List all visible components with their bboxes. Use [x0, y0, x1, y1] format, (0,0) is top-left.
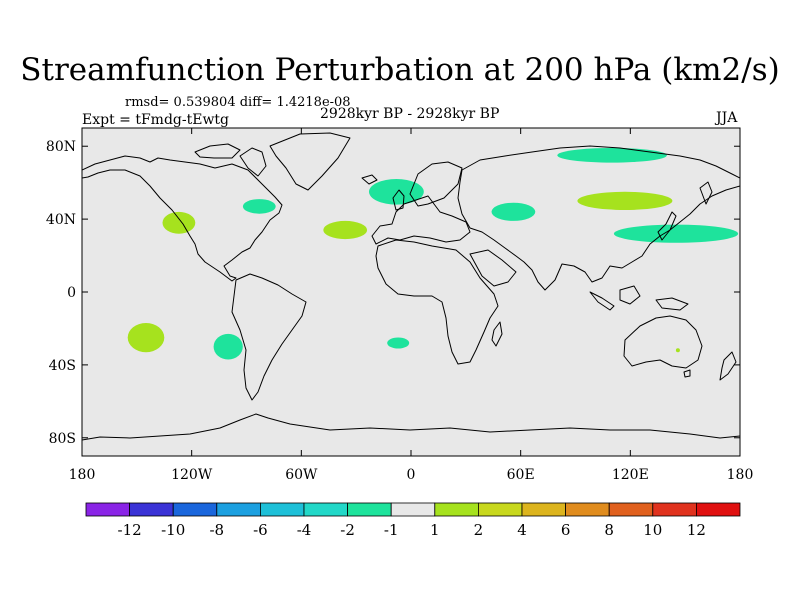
coast-borneo [619, 285, 641, 305]
anomaly-east-asia-nw-pacific [613, 224, 739, 243]
coast-iceland [361, 174, 378, 185]
map-title: Streamfunction Perturbation at 200 hPa (… [20, 52, 780, 88]
colorbar-swatch [347, 502, 392, 517]
coast-japan [657, 211, 677, 241]
anomaly-caspian-central-asia [491, 202, 536, 221]
colorbar-label: -10 [161, 521, 185, 539]
colorbar: -12 -10 -8 -6 -4 -2 -1 1 2 4 6 8 10 12 [85, 502, 741, 539]
colorbar-swatch [303, 502, 348, 517]
colorbar-swatch [521, 502, 566, 517]
colorbar-label: -1 [384, 521, 399, 539]
coast-scandinavia [409, 161, 463, 207]
colorbar-swatch [608, 502, 654, 517]
coast-madagascar [491, 321, 503, 347]
anomaly-layer [127, 148, 739, 360]
coast-australia [623, 315, 703, 369]
coast-britain [392, 189, 405, 211]
axes: 80N 40N 0 40S 80S 180 120W 60W 0 60E 120E 180 [46, 128, 753, 483]
coast-tasmania [683, 369, 691, 378]
anomaly-south-atlantic [387, 337, 410, 349]
coast-arctic-islands [194, 143, 241, 159]
colorbar-label: 1 [430, 521, 440, 539]
colorbar-label: 2 [474, 521, 484, 539]
colorbar-swatch [696, 502, 741, 517]
coastlines [82, 132, 740, 441]
x-tick-label: 180 [69, 467, 96, 483]
coast-new-guinea [655, 297, 689, 311]
coast-sumatra [589, 291, 615, 311]
colorbar-label: 12 [687, 521, 706, 539]
colorbar-swatch [477, 502, 523, 517]
anomaly-mongolia-ne-china [577, 191, 673, 210]
colorbar-swatch [85, 502, 130, 517]
anomaly-southern-pacific [127, 323, 165, 353]
anomaly-arctic-siberia [557, 148, 667, 163]
x-tick-label: 120W [171, 467, 213, 483]
colorbar-label: -4 [297, 521, 312, 539]
coast-africa [375, 239, 499, 365]
colorbar-label: -2 [340, 521, 355, 539]
x-tick-label: 60W [285, 467, 318, 483]
y-tick-label: 40S [49, 358, 76, 374]
anomaly-ne-pacific [162, 211, 196, 234]
colorbar-swatch [129, 502, 174, 517]
coast-europe [371, 195, 471, 245]
coast-asia [457, 145, 740, 291]
x-tick-label: 60E [507, 467, 535, 483]
period-label: 2928kyr BP - 2928kyr BP [320, 106, 500, 122]
colorbar-label: -12 [118, 521, 142, 539]
coast-kamchatka [699, 181, 713, 205]
coast-north-america [82, 155, 283, 282]
anomaly-south-pacific [213, 333, 243, 360]
y-tick-label: 80N [46, 139, 76, 155]
y-tick-label: 40N [46, 212, 76, 228]
x-tick-label: 0 [407, 467, 416, 483]
anomaly-eastern-north-america [242, 199, 276, 214]
colorbar-swatch [172, 502, 218, 517]
anomaly-australia [675, 348, 680, 353]
x-tick-label: 180 [727, 467, 754, 483]
colorbar-swatch [565, 502, 610, 517]
colorbar-label: 8 [604, 521, 614, 539]
x-tick-label: 120E [612, 467, 649, 483]
anomaly-north-atlantic-britain [369, 179, 424, 205]
coast-baffin [239, 147, 267, 177]
coast-new-zealand [719, 351, 737, 381]
colorbar-swatch [434, 502, 479, 517]
season-label: JJA [716, 110, 738, 126]
stats-text: rmsd= 0.539804 diff= 1.4218e-08 [125, 95, 351, 110]
coast-south-america [231, 273, 307, 401]
colorbar-label: -6 [253, 521, 268, 539]
map-background [82, 128, 740, 456]
coast-arabia [469, 249, 517, 287]
colorbar-label: 6 [561, 521, 571, 539]
colorbar-swatch [652, 502, 697, 517]
y-tick-label: 80S [49, 431, 76, 447]
colorbar-label: 4 [517, 521, 527, 539]
colorbar-swatch [216, 502, 261, 517]
coast-greenland [269, 132, 351, 191]
y-tick-label: 0 [67, 285, 76, 301]
colorbar-label: 10 [643, 521, 662, 539]
colorbar-swatch [259, 502, 305, 517]
colorbar-swatch [390, 502, 436, 517]
anomaly-north-atlantic [323, 220, 368, 240]
experiment-label: Expt = tFmdg-tEwtg [82, 112, 230, 128]
coast-antarctica [82, 413, 740, 441]
colorbar-label: -8 [209, 521, 224, 539]
